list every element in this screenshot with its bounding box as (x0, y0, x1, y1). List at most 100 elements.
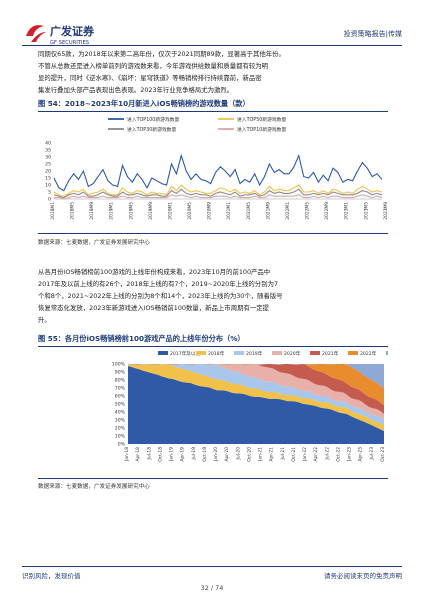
footer-rule (22, 566, 402, 567)
area-series (128, 364, 384, 389)
y-tick-label: 70% (115, 386, 126, 392)
x-tick-label: 2020M1 (167, 202, 173, 220)
series-line (53, 184, 383, 197)
paragraph-line: 集发行叠加头部产品表现出色表现。2023年行业竞争格局尤为激烈。 (38, 86, 234, 95)
footer-disclaimer: 请务必阅读末页的免责声明 (324, 572, 402, 580)
x-tick-label: Apr-23 (358, 447, 364, 462)
x-tick-label: 2018M1 (50, 202, 56, 220)
x-tick-label: Jan-23 (347, 447, 353, 462)
y-tick-label: 0 (48, 197, 51, 203)
y-tick-label: 25 (45, 162, 51, 168)
figure-55-title: 图 55：各月份iOS畅销榜前100游戏产品的上线年份分布（%） (38, 334, 388, 344)
x-tick-label: 2022M5 (305, 202, 311, 220)
x-tick-label: Oct-20 (246, 447, 252, 462)
legend-swatch (196, 351, 206, 355)
figure-55-rule-top (38, 346, 388, 348)
legend-label: 进入TOP10新游戏数量 (237, 126, 286, 133)
y-tick-label: 10% (115, 434, 126, 440)
paragraph-2: 从各月份iOS畅销榜前100游戏的上线年份构成来看，2023年10月的前100产… (38, 266, 388, 326)
area-series (128, 366, 384, 444)
x-tick-label: 2018M9 (89, 202, 95, 220)
y-tick-label: 20 (45, 169, 51, 175)
x-tick-label: Apr-19 (180, 447, 186, 462)
legend-swatch (272, 351, 282, 355)
paragraph-line: 个和8个，2021~2022年上线的分别为8个和14个，2023年上线的为30个… (38, 292, 283, 301)
legend-swatch (234, 351, 244, 355)
x-tick-label: Apr-20 (224, 447, 230, 462)
series-line (53, 153, 383, 192)
x-tick-label: Jul-21 (280, 447, 286, 461)
y-tick-label: 5 (48, 190, 51, 196)
x-tick-label: Oct-18 (157, 447, 163, 462)
y-tick-label: 20% (115, 426, 126, 432)
y-tick-label: 30% (115, 418, 126, 424)
legend-label: 进入TOP30新游戏数量 (127, 126, 176, 133)
x-tick-label: 2023M1 (344, 202, 350, 220)
figure-54-rule-bottom (38, 233, 388, 234)
x-tick-label: Jan-18 (124, 447, 130, 462)
page-number: 32 / 74 (200, 584, 224, 592)
figure-title-text: 各月份iOS畅销榜前100游戏产品的上线年份分布（%） (64, 334, 245, 343)
y-tick-label: 10 (45, 183, 51, 189)
footer-slogan: 识别风险，发现价值 (22, 572, 81, 580)
x-tick-label: 2021M1 (226, 202, 232, 220)
figure-title-text: 2018~2023年10月新进入iOS畅销榜的游戏数量（款） (64, 99, 250, 108)
y-tick-label: 30 (45, 155, 51, 161)
y-tick-label: 80% (115, 378, 126, 384)
report-type: 投资策略报告|传媒 (343, 30, 402, 38)
legend-swatch (386, 351, 388, 355)
x-tick-label: 2019M5 (128, 202, 134, 220)
y-tick-label: 60% (115, 394, 126, 400)
x-tick-label: Oct-21 (291, 447, 297, 462)
legend-swatch (310, 351, 320, 355)
figure-label: 图 54： (38, 99, 65, 108)
series-line (54, 194, 383, 200)
brand-logo: 广发证券 GF SECURITIES (26, 24, 95, 46)
legend-label: 2019年 (246, 350, 263, 357)
logo-mark (26, 25, 44, 36)
paragraph-line: 升。 (38, 316, 51, 325)
legend-label: 2020年 (284, 350, 301, 357)
x-tick-label: Jul-22 (324, 447, 330, 461)
series-line (53, 188, 383, 199)
header-rule (22, 45, 402, 46)
x-tick-label: Jan-19 (169, 447, 175, 462)
x-tick-label: Jan-20 (213, 447, 219, 462)
y-tick-label: 90% (115, 370, 126, 376)
legend-label: 2018年 (208, 350, 225, 357)
x-tick-label: Apr-22 (313, 447, 319, 462)
x-tick-label: 2018M5 (70, 202, 76, 220)
paragraph-line: 2017年及以前上线的有26个，2018年上线的有7个，2019~2020年上线… (38, 280, 279, 289)
legend-label: 进入TOP50新游戏数量 (237, 116, 286, 123)
legend-label: 2021年 (322, 350, 339, 357)
x-tick-label: 2023M5 (363, 202, 369, 220)
figure-54-title: 图 54：2018~2023年10月新进入iOS畅销榜的游戏数量（款） (38, 99, 388, 109)
x-tick-label: Jul-23 (369, 447, 375, 461)
paragraph-line: 不管从总数还是进入榜单前列的游戏数来看，今年游戏供给数量和质量都有较为明 (38, 62, 269, 71)
x-tick-label: 2020M9 (207, 202, 213, 220)
x-tick-label: Oct-23 (380, 447, 386, 462)
y-tick-label: 100% (112, 362, 126, 368)
logo-cn: 广发证券 (50, 24, 95, 38)
x-tick-label: 2022M9 (324, 202, 330, 220)
figure-55-source: 数据来源：七麦数据，广发证券发展研究中心 (38, 484, 150, 490)
x-tick-label: Apr-18 (135, 447, 141, 462)
paragraph-line: 显的提升，同时《逆水寒》、《崩坏：星穹铁道》等畅销榜排行持续靠前，新品密 (38, 74, 262, 83)
paragraph-line: 从各月份iOS畅销榜前100游戏的上线年份构成来看，2023年10月的前100产… (38, 268, 271, 276)
paragraph-line: 恢复常态化发放，2023年新游戏进入iOS畅销前100数量，新品上市周期有一定提 (38, 304, 270, 313)
y-tick-label: 50% (115, 402, 126, 408)
legend-swatch (158, 351, 168, 355)
area-series (128, 364, 384, 414)
y-tick-label: 35 (45, 148, 51, 154)
figure-54-source: 数据来源：七麦数据，广发证券发展研究中心 (38, 240, 150, 246)
figure-55-rule-bottom (38, 478, 388, 479)
area-series (128, 364, 384, 432)
y-tick-label: 0% (118, 442, 126, 448)
legend-label: 2017年及以前 (170, 350, 200, 357)
y-tick-label: 40% (115, 410, 126, 416)
paragraph-1: 同期仅65款，为2018年以来第二高年份，仅次于2021同期89款，显著高于其他… (38, 48, 388, 96)
figure-54-rule-top (38, 111, 388, 113)
x-tick-label: Jul-19 (191, 447, 197, 461)
x-tick-label: 2023M9 (383, 202, 388, 220)
